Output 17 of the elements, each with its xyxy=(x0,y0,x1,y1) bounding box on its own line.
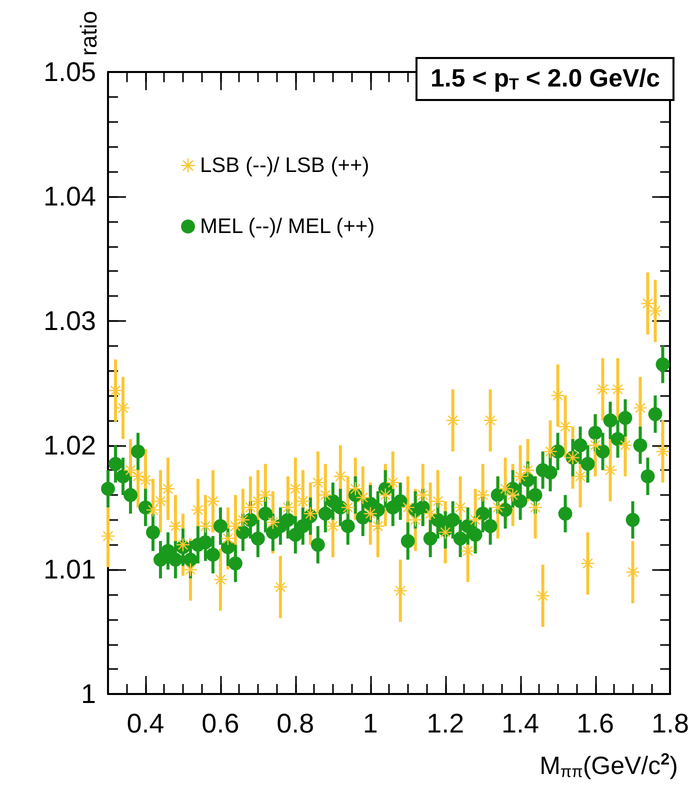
y-tick-label: 1.05 xyxy=(43,57,96,88)
x-tick-label: 1.4 xyxy=(502,708,540,738)
x-tick-label: 1.2 xyxy=(426,708,464,738)
x-tick-label: 1.8 xyxy=(651,708,690,738)
y-tick-label: 1.03 xyxy=(43,306,96,336)
x-tick-label: 0.4 xyxy=(126,708,164,738)
y-axis-title: ratio xyxy=(76,11,102,56)
legend-label: LSB (--)/ LSB (++) xyxy=(200,154,370,177)
y-tick-label: 1 xyxy=(80,679,96,709)
y-tick-label: 1.02 xyxy=(43,430,96,460)
legend-label: MEL (--)/ MEL (++) xyxy=(200,215,375,238)
x-tick-label: 1.6 xyxy=(576,708,614,738)
x-tick-label: 1 xyxy=(362,708,378,738)
x-tick-label: 0.6 xyxy=(202,708,240,738)
y-tick-label: 1.04 xyxy=(43,182,96,212)
y-tick-label: 1.01 xyxy=(43,554,96,585)
x-tick-label: 0.8 xyxy=(276,708,314,738)
